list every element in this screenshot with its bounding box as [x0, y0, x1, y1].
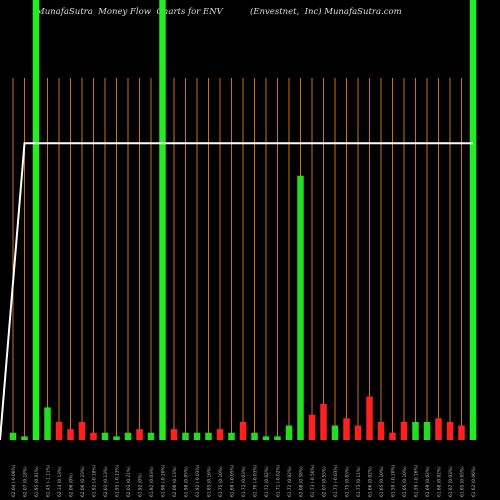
flow-bar — [216, 429, 224, 440]
x-tick-label: 62.07 (0.18%) — [23, 466, 29, 497]
x-tick-label: 61.85 (0.16%) — [207, 466, 213, 497]
x-tick-label: 62.04 (-0.06%) — [11, 464, 17, 497]
x-tick-label: 61.75 (0.03%) — [345, 466, 351, 497]
flow-bar — [55, 421, 63, 440]
x-tick-labels: 62.04 (-0.06%) 62.07 (0.18%) 61.95 (0.81%)… — [11, 464, 477, 497]
flow-bar — [412, 421, 419, 440]
x-tick-label: 61.95 (-0.13%) — [115, 464, 121, 497]
x-tick-label: 61.95 (0.81%) — [34, 466, 40, 497]
x-tick-label: 61.69 (-0.05%) — [230, 464, 236, 497]
x-tick-label: 61.65 (0.10%) — [402, 466, 408, 497]
x-tick-label: 61.72 (0.02%) — [264, 466, 270, 497]
x-tick-label: 61.98 (0.05%) — [184, 466, 190, 497]
x-tick-label: 61.62 (0.06%) — [471, 466, 477, 497]
flow-bar — [458, 425, 465, 440]
x-tick-label: 61.65 (0.10%) — [379, 466, 385, 497]
flow-bar — [147, 432, 155, 440]
x-tick-label: 62.14 (0.13%) — [57, 466, 63, 497]
flow-bar — [90, 432, 97, 440]
flow-bar — [308, 414, 316, 440]
flow-bar — [78, 421, 86, 440]
x-tick-label: 61.92 (0.03%) — [149, 466, 155, 497]
x-tick-label: 62.06 (0%) — [69, 473, 75, 497]
flow-bar — [101, 432, 109, 440]
x-tick-label: 61.90 (-0.10%) — [161, 464, 167, 497]
x-tick-label: 61.92 (-0.18%) — [92, 464, 98, 497]
flow-bar — [44, 407, 51, 440]
flow-bar — [400, 421, 408, 440]
flow-bar — [113, 436, 120, 440]
flow-bar — [423, 421, 431, 440]
flow-bar — [435, 418, 442, 440]
x-tick-label: 62.06 (0.23%) — [80, 466, 86, 497]
price-line-layer — [0, 142, 473, 441]
grid-lines — [12, 78, 474, 440]
flow-bar — [205, 432, 212, 440]
price-line — [0, 142, 473, 441]
flow-bar — [136, 429, 143, 440]
flow-bar — [343, 418, 350, 440]
x-tick-label: 61.70 (-0.03%) — [253, 464, 259, 497]
flow-bar — [285, 425, 293, 440]
flow-bar — [446, 421, 454, 440]
flow-bar — [331, 425, 339, 440]
x-tick-label: 62.00 (0.13%) — [172, 466, 178, 497]
flow-bar — [320, 403, 327, 440]
x-tick-label: 62.08 (0.58%) — [299, 466, 305, 497]
flow-bars — [9, 0, 477, 441]
flow-bar — [366, 396, 373, 440]
chart-title: MunafaSutra Money Flow Charts for ENV — [36, 7, 223, 17]
flow-bar — [21, 436, 28, 440]
x-tick-label: 61.72 (0.02%) — [287, 466, 293, 497]
x-tick-label: 61.59 (-0.16%) — [414, 464, 420, 497]
x-tick-label: 61.92 (0%) — [138, 473, 144, 497]
x-tick-label: 61.73 (-0.03%) — [333, 464, 339, 497]
flow-bar — [377, 421, 385, 440]
flow-bar — [251, 432, 258, 440]
flow-bar — [32, 0, 40, 440]
x-tick-label: 61.71 (-0.02%) — [276, 464, 282, 497]
x-tick-label: 61.72 (0.03%) — [241, 466, 247, 497]
x-tick-label: 61.67 (0.03%) — [448, 466, 454, 497]
x-tick-label: 61.65 (0.05%) — [460, 466, 466, 497]
flow-bar — [9, 432, 17, 440]
flow-bar — [159, 0, 166, 440]
x-tick-label: 62.07 (0.55%) — [322, 466, 328, 497]
chart-subtitle: (Envestnet, Inc) MunafaSutra.com — [250, 7, 402, 17]
x-tick-label: 62.03 (0.21%) — [126, 466, 132, 497]
flow-bar — [67, 429, 74, 440]
flow-bar — [297, 175, 304, 441]
flow-bar — [354, 425, 362, 440]
flow-bar — [182, 432, 189, 440]
x-tick-label: 61.59 (-0.10%) — [391, 464, 397, 497]
x-tick-label: 62.03 (0.13%) — [103, 466, 109, 497]
flow-bar — [124, 432, 132, 440]
x-tick-label: 61.68 (0.02%) — [437, 466, 443, 497]
x-tick-label: 61.73 (0.11%) — [356, 466, 362, 497]
x-tick-label: 61.75 (0.10%) — [218, 466, 224, 497]
flow-bar — [170, 429, 178, 440]
x-tick-label: 61.69 (0.02%) — [425, 466, 431, 497]
flow-bar — [228, 432, 235, 440]
flow-bar — [389, 432, 396, 440]
x-tick-label: 61.66 (0.02%) — [368, 466, 374, 497]
x-tick-label: 61.73 (-0.56%) — [310, 464, 316, 497]
x-tick-label: 61.92 (-0.03%) — [195, 464, 201, 497]
flow-bar — [274, 436, 281, 440]
flow-bar — [469, 0, 477, 440]
flow-bar — [262, 436, 270, 440]
flow-bar — [193, 432, 201, 440]
flow-bar — [239, 421, 247, 440]
x-tick-label: 61.45 (-1.11%) — [46, 464, 52, 497]
